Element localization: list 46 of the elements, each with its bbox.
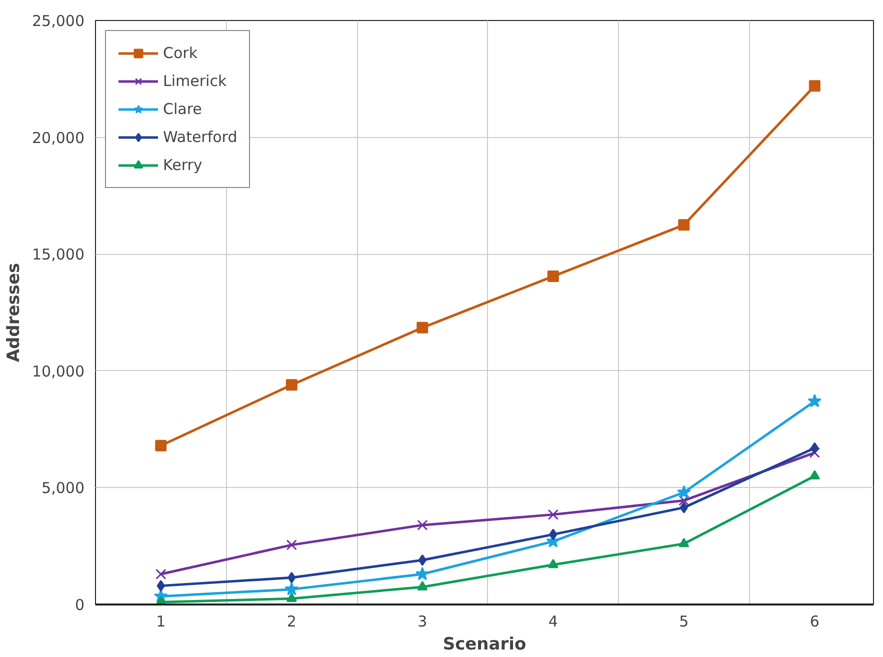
point xyxy=(418,554,426,566)
point xyxy=(416,322,428,334)
point xyxy=(417,520,428,530)
x-tick-label: 6 xyxy=(810,612,820,630)
legend-label: Limerick xyxy=(163,72,227,90)
point xyxy=(810,442,819,454)
point xyxy=(415,566,430,580)
point xyxy=(286,592,297,602)
point xyxy=(547,270,559,282)
legend-label: Kerry xyxy=(163,156,202,174)
point xyxy=(288,572,296,584)
x-tick-label: 1 xyxy=(156,612,166,630)
point xyxy=(808,80,820,92)
x-tick-label: 2 xyxy=(286,612,296,630)
y-tick-label: 25,000 xyxy=(32,12,85,30)
x-axis-title: Scenario xyxy=(442,634,526,654)
point xyxy=(809,470,820,480)
y-tick-label: 5,000 xyxy=(42,479,85,498)
point xyxy=(808,394,822,408)
point xyxy=(156,568,166,580)
point xyxy=(809,447,820,458)
y-tick-label: 0 xyxy=(74,596,85,614)
legend-label: Clare xyxy=(163,100,202,118)
y-tick-label: 10,000 xyxy=(32,362,85,380)
y-axis-title: Addresses xyxy=(4,262,24,362)
y-tick-label: 20,000 xyxy=(32,128,85,147)
point xyxy=(680,502,688,514)
point xyxy=(417,581,428,590)
legend-label: Cork xyxy=(163,44,198,62)
point xyxy=(549,528,558,540)
point xyxy=(678,495,690,506)
y-tick-label: 15,000 xyxy=(32,246,85,264)
point xyxy=(284,582,299,596)
point xyxy=(678,538,690,548)
x-tick-label: 5 xyxy=(679,612,689,630)
point xyxy=(286,540,297,550)
x-tick-label: 4 xyxy=(548,612,558,630)
point xyxy=(155,440,167,452)
point xyxy=(678,219,690,231)
x-tick-label: 3 xyxy=(418,612,428,630)
point xyxy=(156,580,165,592)
point xyxy=(286,379,298,391)
legend-label: Waterford xyxy=(163,128,238,146)
point xyxy=(548,558,558,568)
point xyxy=(548,509,558,520)
point xyxy=(676,485,691,498)
